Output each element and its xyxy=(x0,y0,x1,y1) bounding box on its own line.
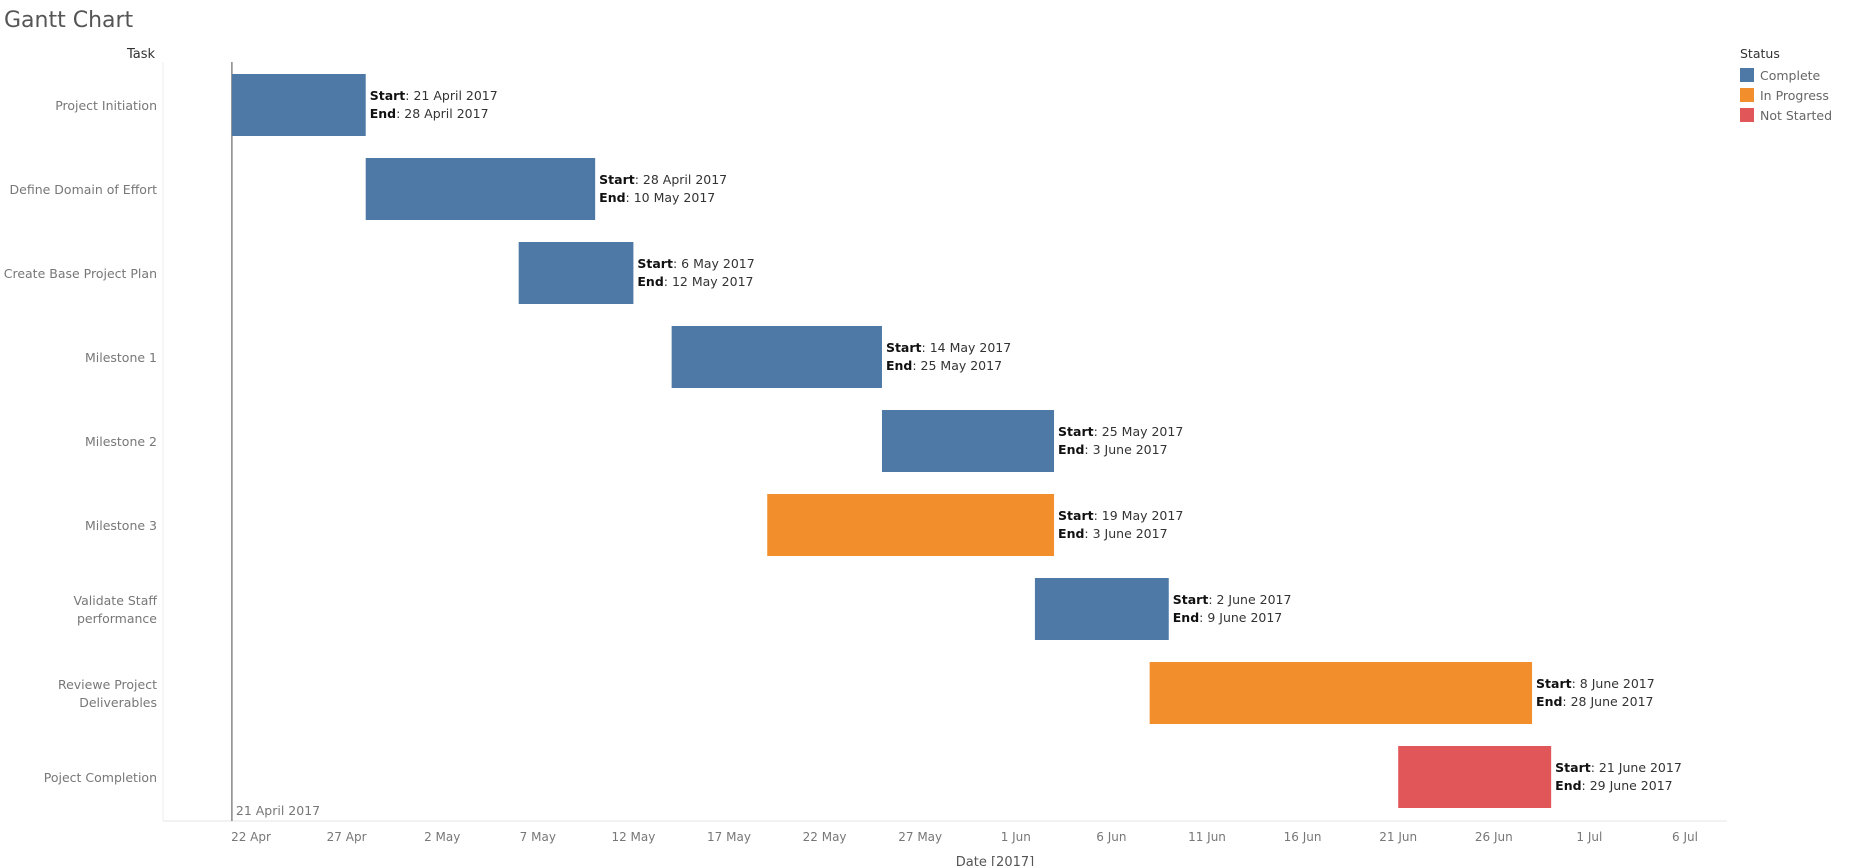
x-tick-label: 6 Jul xyxy=(1672,830,1698,844)
x-tick-label: 1 Jun xyxy=(1001,830,1031,844)
task-label: Project Initiation xyxy=(55,98,157,113)
legend-title: Status xyxy=(1740,46,1780,61)
bar-project-initiation xyxy=(231,74,366,136)
legend-swatch-complete xyxy=(1740,68,1754,82)
bar-end-label: End: 28 June 2017 xyxy=(1536,694,1653,709)
legend-item-complete[interactable]: Complete xyxy=(1740,65,1832,85)
bar-start-label: Start: 28 April 2017 xyxy=(599,172,727,187)
bar-start-label: Start: 8 June 2017 xyxy=(1536,676,1655,691)
legend-label-in-progress: In Progress xyxy=(1760,87,1829,103)
legend: Status Complete In Progress Not Started xyxy=(1740,46,1832,125)
bar-validate-staff-performance xyxy=(1034,578,1169,640)
bar-reviewe-project-deliverables xyxy=(1149,662,1533,724)
bar-define-domain-of-effort xyxy=(365,158,596,220)
bar-milestone-2 xyxy=(881,410,1055,472)
chart-title: Gantt Chart xyxy=(4,8,134,33)
bar-end-label: End: 29 June 2017 xyxy=(1555,778,1672,793)
x-tick-label: 7 May xyxy=(520,830,556,844)
task-label: Milestone 1 xyxy=(85,350,157,365)
x-tick-label: 22 Apr xyxy=(231,830,271,844)
bar-start-label: Start: 14 May 2017 xyxy=(886,340,1011,355)
legend-item-not-started[interactable]: Not Started xyxy=(1740,105,1832,125)
x-tick-label: 17 May xyxy=(707,830,751,844)
bar-start-label: Start: 19 May 2017 xyxy=(1058,508,1183,523)
task-label: Validate Staff xyxy=(74,593,158,608)
task-label: Milestone 2 xyxy=(85,434,157,449)
x-tick-label: 16 Jun xyxy=(1284,830,1322,844)
bar-end-label: End: 28 April 2017 xyxy=(370,106,489,121)
task-label: performance xyxy=(77,611,157,626)
bar-end-label: End: 10 May 2017 xyxy=(599,190,715,205)
task-axis-header: Task xyxy=(126,47,155,62)
x-tick-label: 21 Jun xyxy=(1379,830,1417,844)
task-label: Define Domain of Effort xyxy=(10,182,158,197)
bar-start-label: Start: 25 May 2017 xyxy=(1058,424,1183,439)
x-tick-label: 1 Jul xyxy=(1576,830,1602,844)
bar-end-label: End: 25 May 2017 xyxy=(886,358,1002,373)
legend-swatch-in-progress xyxy=(1740,88,1754,102)
x-tick-label: 22 May xyxy=(803,830,847,844)
bar-milestone-3 xyxy=(767,494,1055,556)
x-tick-label: 11 Jun xyxy=(1188,830,1226,844)
bar-start-label: Start: 21 June 2017 xyxy=(1555,760,1682,775)
legend-label-not-started: Not Started xyxy=(1760,107,1833,123)
legend-swatch-not-started xyxy=(1740,108,1754,122)
x-tick-label: 26 Jun xyxy=(1475,830,1513,844)
bar-milestone-1 xyxy=(671,326,882,388)
bar-start-label: Start: 21 April 2017 xyxy=(370,88,498,103)
x-tick-label: 2 May xyxy=(424,830,460,844)
bar-poject-completion xyxy=(1398,746,1552,808)
legend-label-complete: Complete xyxy=(1760,67,1821,83)
task-label: Create Base Project Plan xyxy=(4,266,157,281)
bar-end-label: End: 12 May 2017 xyxy=(637,274,753,289)
task-label: Deliverables xyxy=(79,695,157,710)
bar-end-label: End: 3 June 2017 xyxy=(1058,442,1168,457)
x-tick-label: 6 Jun xyxy=(1096,830,1126,844)
x-tick-label: 27 May xyxy=(898,830,942,844)
bar-end-label: End: 9 June 2017 xyxy=(1173,610,1283,625)
legend-item-in-progress[interactable]: In Progress xyxy=(1740,85,1832,105)
task-label: Reviewe Project xyxy=(58,677,157,692)
reference-line-label: 21 April 2017 xyxy=(236,803,320,818)
x-tick-label: 12 May xyxy=(611,830,655,844)
bar-end-label: End: 3 June 2017 xyxy=(1058,526,1168,541)
gantt-chart: 21 April 2017 22 Apr 27 Apr 2 May 7 May 12 Ma… xyxy=(4,62,1727,866)
x-tick-label: 27 Apr xyxy=(327,830,367,844)
task-label: Milestone 3 xyxy=(85,518,157,533)
bar-start-label: Start: 2 June 2017 xyxy=(1173,592,1292,607)
task-label: Poject Completion xyxy=(44,770,157,785)
x-axis-title: Date [2017] xyxy=(956,855,1034,866)
bar-start-label: Start: 6 May 2017 xyxy=(637,256,754,271)
bar-create-base-project-plan xyxy=(518,242,634,304)
